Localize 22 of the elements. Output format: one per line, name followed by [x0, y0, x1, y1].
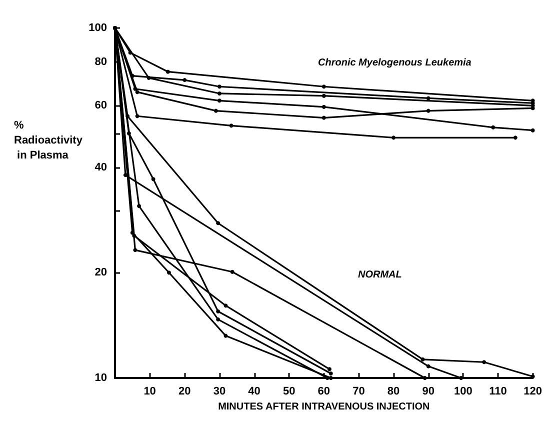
x-tick-label: 30: [213, 386, 226, 398]
x-tick-label: 40: [248, 386, 260, 398]
x-tick-label: 80: [387, 386, 400, 398]
y-tick-label: 100: [88, 22, 107, 34]
y-tick-label: 60: [94, 100, 107, 112]
x-tick-label: 100: [454, 386, 472, 398]
annotation: Chronic Myelogenous Leukemia: [318, 58, 472, 68]
y-axis-title: % Radioactivity in Plasma: [14, 120, 84, 162]
y-tick-label: 80: [94, 56, 107, 68]
y-tick-label: 20: [94, 266, 107, 279]
y-tick-label: 10: [94, 372, 107, 384]
x-tick-label: 70: [352, 386, 365, 398]
x-tick-label: 120: [524, 386, 542, 398]
x-axis-title: MINUTES AFTER INTRAVENOUS INJECTION: [218, 402, 430, 412]
x-tick-label: 110: [489, 386, 507, 398]
x-tick-label: 50: [282, 386, 296, 398]
x-tick-label: 90: [422, 386, 434, 398]
annotation: NORMAL: [358, 270, 402, 280]
x-tick-label: 20: [178, 386, 191, 398]
y-tick-label: 40: [94, 161, 107, 174]
x-tick-label: 10: [144, 386, 156, 398]
x-tick-label: 60: [318, 386, 330, 398]
